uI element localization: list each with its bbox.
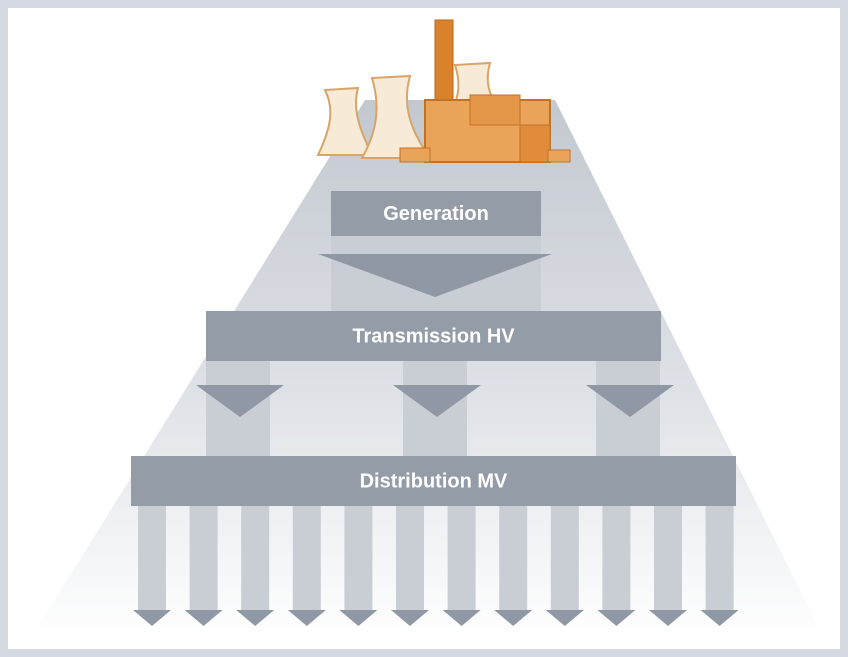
feeder-column xyxy=(138,506,166,610)
diagram: Generation Transmission HV Distribution MV xyxy=(0,0,848,657)
feeder-column xyxy=(602,506,630,610)
feeder-column xyxy=(448,506,476,610)
feeder-column xyxy=(396,506,424,610)
feeder-column xyxy=(190,506,218,610)
feeder-column xyxy=(241,506,269,610)
feeder-column xyxy=(293,506,321,610)
level-label: Transmission HV xyxy=(352,325,515,347)
feeder-column xyxy=(499,506,527,610)
feeder-column xyxy=(706,506,734,610)
feeder-column xyxy=(551,506,579,610)
level-label: Generation xyxy=(383,203,489,225)
page: Generation Transmission HV Distribution MV… xyxy=(0,0,848,657)
feeder-column xyxy=(654,506,682,610)
feeder-column xyxy=(344,506,372,610)
level-label: Distribution MV xyxy=(360,470,508,492)
